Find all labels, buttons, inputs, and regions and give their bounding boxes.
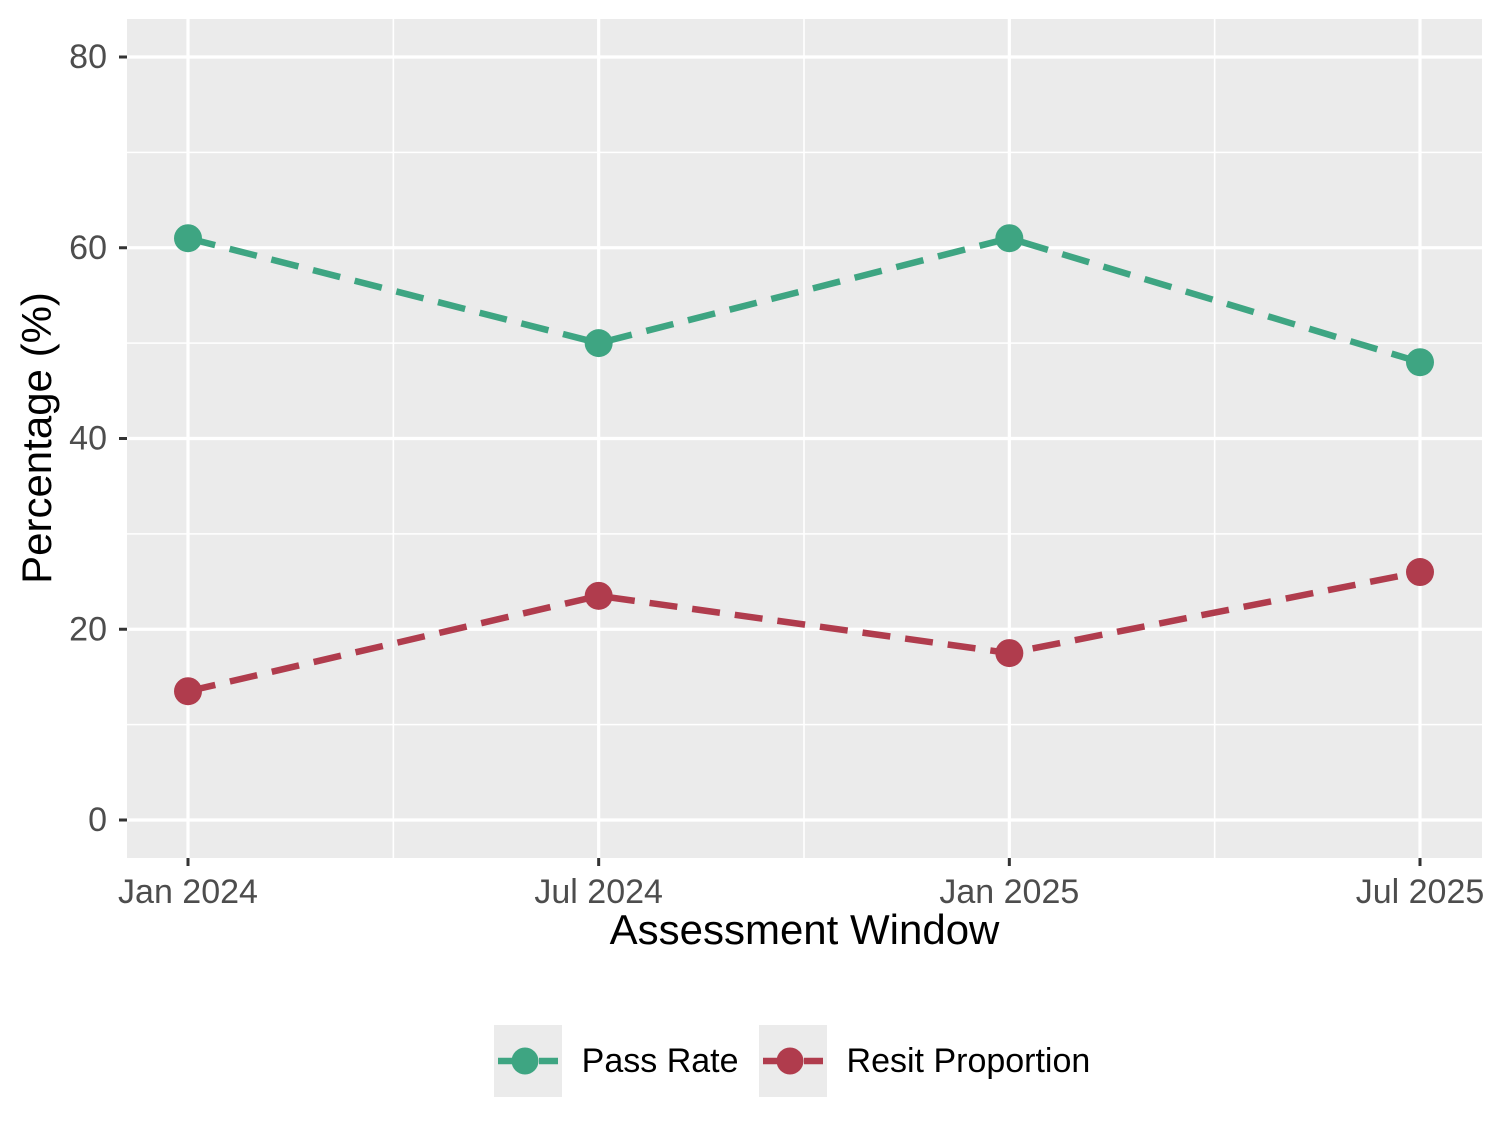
- data-point: [995, 224, 1024, 253]
- legend: Pass Rate Resit Proportion: [40, 1025, 1504, 1097]
- data-point: [584, 581, 613, 610]
- legend-item-resit-proportion: Resit Proportion: [758, 1025, 1091, 1097]
- axis-tick-marks: [119, 55, 1422, 866]
- x-tick-label: Jul 2025: [1356, 873, 1485, 911]
- series-pass-rate: [174, 224, 1435, 377]
- x-tick-label: Jul 2024: [534, 873, 663, 911]
- series-line: [187, 568, 1421, 695]
- series-resit-proportion: [174, 558, 1435, 706]
- legend-label-resit-proportion: Resit Proportion: [846, 1041, 1091, 1080]
- x-axis-tick-labels: Jan 2024 Jul 2024 Jan 2025 Jul 2025: [118, 873, 1484, 911]
- data-point: [1406, 558, 1435, 587]
- y-tick-label: 60: [69, 229, 107, 267]
- legend-key-point: [776, 1047, 804, 1075]
- gridlines-major: [127, 19, 1482, 858]
- y-tick-label: 20: [69, 610, 107, 648]
- y-tick-label: 0: [88, 801, 107, 839]
- y-tick-label: 40: [69, 420, 107, 458]
- data-point: [174, 224, 202, 253]
- y-tick-label: 80: [69, 38, 107, 76]
- data-point: [584, 329, 613, 358]
- legend-key-pass-rate-icon: [493, 1025, 562, 1097]
- legend-item-pass-rate: Pass Rate: [493, 1025, 739, 1097]
- x-tick-label: Jan 2024: [118, 873, 258, 911]
- x-axis-title: Assessment Window: [609, 906, 1000, 953]
- legend-key-point: [511, 1047, 539, 1075]
- y-axis-tick-labels: 0 20 40 60 80: [69, 38, 107, 839]
- x-tick-label: Jan 2025: [939, 873, 1079, 911]
- data-point: [1406, 348, 1435, 377]
- legend-key-resit-proportion-icon: [758, 1025, 827, 1097]
- legend-label-pass-rate: Pass Rate: [581, 1041, 739, 1080]
- data-point: [995, 639, 1024, 668]
- data-point: [174, 677, 202, 706]
- y-axis-title: Percentage (%): [13, 292, 60, 584]
